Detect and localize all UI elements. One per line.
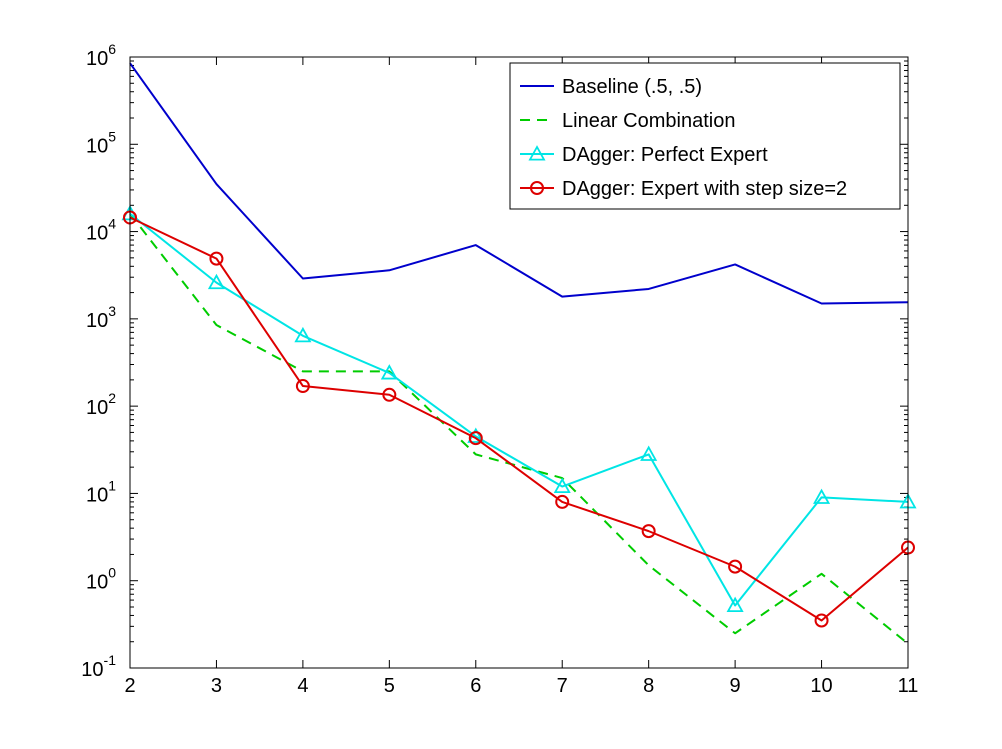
series-2 [129, 213, 909, 645]
series-point [380, 364, 398, 380]
series-point [553, 477, 571, 494]
x-tick-label: 11 [898, 675, 919, 697]
series-3 [121, 204, 917, 613]
series-point [209, 251, 224, 266]
y-tick-label: 105 [86, 128, 116, 157]
y-tick-label: 103 [86, 303, 116, 332]
series-point [294, 326, 312, 343]
plot-frame [129, 56, 909, 669]
y-tick-label: 101 [86, 477, 116, 506]
series-point [555, 494, 570, 509]
legend-label: Linear Combination [562, 110, 735, 132]
series-line [129, 216, 909, 622]
x-tick-label: 2 [124, 675, 135, 697]
series-layer [121, 62, 917, 645]
series-point [382, 387, 397, 402]
y-tick-label: 102 [86, 390, 116, 419]
series-point [726, 596, 744, 613]
x-tick-label: 10 [810, 675, 832, 697]
legend-label: DAgger: Perfect Expert [562, 144, 768, 166]
series-4 [123, 210, 915, 628]
legend-swatch-marker [530, 181, 544, 195]
series-point [207, 273, 225, 290]
series-point [641, 524, 656, 539]
legend: Baseline (.5, .5) Linear Combination DAgge… [509, 62, 901, 210]
x-tick-label: 9 [730, 675, 741, 697]
series-point [728, 559, 743, 574]
ticks-layer: 2 3 4 5 6 7 8 9 10 11 10-1 100 101 102 103 104 105 106 [81, 41, 918, 697]
series-point [295, 379, 310, 394]
y-tick-label: 10-1 [81, 652, 116, 681]
legend-label: DAgger: Expert with step size=2 [562, 178, 847, 200]
series-point [814, 613, 829, 628]
x-tick-label: 7 [557, 675, 568, 697]
x-tick-label: 6 [470, 675, 481, 697]
series-1 [129, 62, 909, 305]
y-tick-label: 106 [86, 41, 116, 70]
y-tick-label: 100 [86, 565, 116, 594]
x-tick-label: 5 [384, 675, 395, 697]
series-point [468, 431, 483, 446]
series-point [640, 445, 658, 461]
series-line [129, 213, 909, 645]
legend-box [509, 62, 901, 210]
x-tick-label: 8 [643, 675, 654, 697]
y-tick-label: 104 [86, 216, 116, 245]
x-tick-label: 3 [211, 675, 222, 697]
x-tick-label: 4 [297, 675, 308, 697]
series-point [813, 488, 831, 504]
series-line [129, 62, 909, 305]
legend-label: Baseline (.5, .5) [562, 76, 702, 98]
series-line [129, 212, 909, 607]
legend-swatch-marker [528, 145, 546, 161]
